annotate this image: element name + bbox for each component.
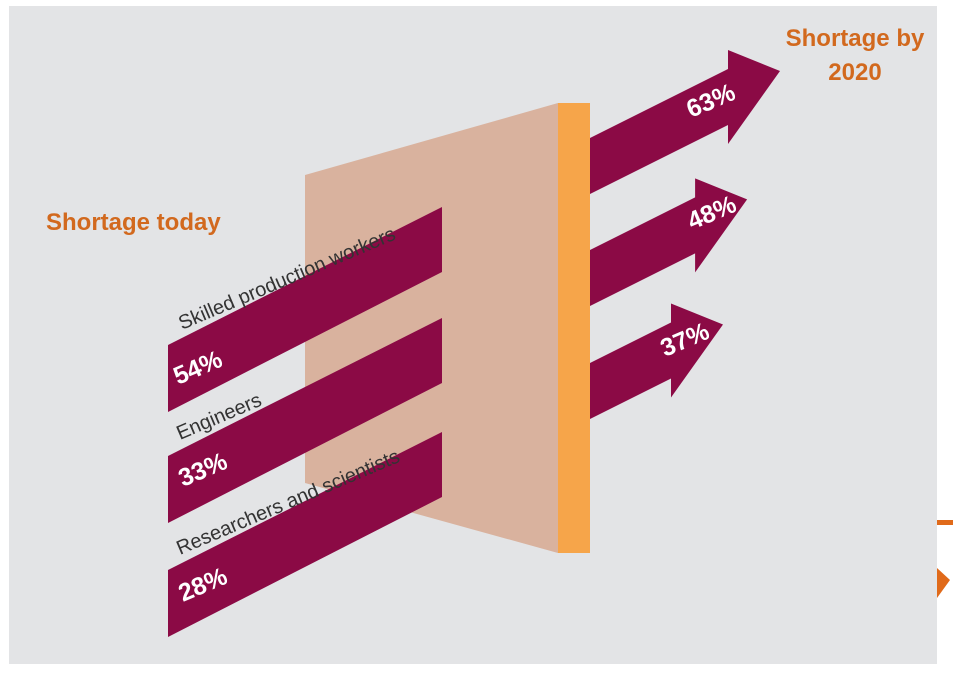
arrow-2020 bbox=[590, 303, 723, 419]
title-2020-line1: Shortage by bbox=[786, 25, 925, 52]
today-bars bbox=[168, 207, 442, 637]
title-2020-line2: 2020 bbox=[828, 59, 881, 86]
page-edge-marker bbox=[937, 568, 950, 598]
bar-today bbox=[168, 318, 442, 523]
bar-today bbox=[168, 207, 442, 412]
arrow-2020 bbox=[590, 178, 748, 306]
arrow-2020 bbox=[590, 50, 780, 194]
title-today: Shortage today bbox=[46, 209, 221, 236]
future-bars bbox=[590, 50, 780, 419]
bar-today bbox=[168, 432, 442, 637]
panel-edge bbox=[558, 103, 590, 553]
page-edge-top bbox=[937, 520, 953, 525]
